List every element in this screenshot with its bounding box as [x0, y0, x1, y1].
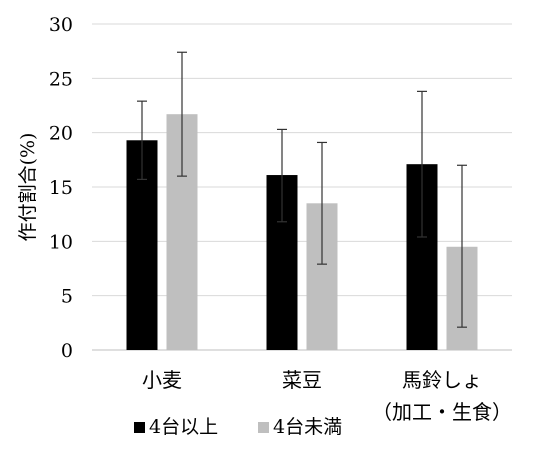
legend-swatch [134, 422, 145, 433]
legend-label: 4台以上 [149, 416, 218, 438]
legend-swatch [258, 422, 269, 433]
y-tick-label: 5 [61, 286, 73, 308]
y-tick-label: 10 [49, 231, 73, 253]
y-tick-label: 25 [49, 68, 73, 90]
x-category-labels: 小麦 菜豆 馬鈴しょ （加工・生食） [142, 368, 512, 424]
y-tick-label: 20 [49, 123, 73, 145]
error-bars-layer [137, 51, 467, 328]
y-tick-labels: 0 5 10 15 20 25 30 [49, 14, 73, 362]
x-category-label: 小麦 [142, 368, 182, 392]
legend-label: 4台未満 [273, 416, 342, 438]
y-tick-label: 15 [49, 177, 73, 199]
x-category-label: 馬鈴しょ [402, 368, 482, 392]
y-tick-label: 30 [49, 14, 73, 36]
y-axis-label: 作付割合(%) [17, 133, 39, 242]
legend: 4台以上 4台未満 [134, 416, 342, 438]
grid-layer [92, 23, 512, 351]
y-tick-label: 0 [61, 340, 73, 362]
x-category-label-line2: （加工・生食） [372, 400, 512, 424]
bars-layer [126, 114, 478, 351]
x-category-label: 菜豆 [282, 368, 322, 392]
